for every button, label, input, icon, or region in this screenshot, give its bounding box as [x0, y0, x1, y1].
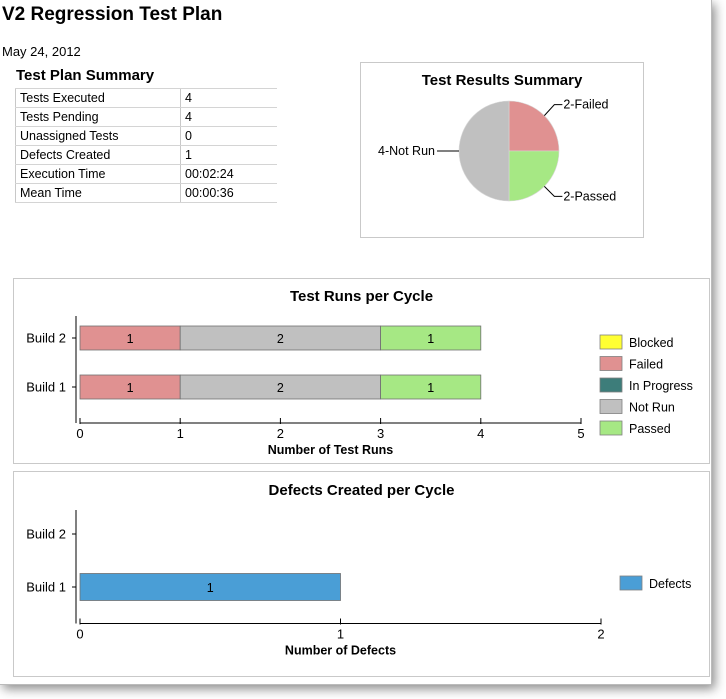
legend-swatch — [599, 420, 623, 436]
report-date: May 24, 2012 — [2, 44, 81, 59]
test-results-panel: Test Results Summary 2-Failed 2-Passed 4-N… — [360, 62, 644, 238]
pie-leader-line — [544, 186, 563, 197]
summary-value: 00:02:24 — [180, 164, 277, 184]
table-row: Mean Time 00:00:36 — [15, 183, 277, 203]
bar-value-label: 1 — [127, 332, 134, 346]
bar-segment-failed — [79, 325, 181, 351]
value-tick-label: 4 — [477, 426, 484, 441]
summary-heading: Test Plan Summary — [16, 67, 155, 84]
table-row: Execution Time 00:02:24 — [15, 164, 277, 184]
bar-segment-defects — [79, 573, 341, 601]
legend-swatch — [599, 399, 623, 414]
bar-value-label: 2 — [277, 381, 284, 395]
summary-label: Unassigned Tests — [15, 126, 181, 146]
bar-value-label: 1 — [427, 332, 434, 346]
summary-value: 0 — [180, 126, 277, 146]
category-label: Build 1 — [26, 580, 66, 595]
summary-value: 4 — [180, 88, 277, 108]
summary-label: Tests Executed — [15, 88, 181, 108]
summary-label: Execution Time — [15, 164, 181, 184]
defects-chart: Build 2 Build 1 0 1 2 Number of Defects 1 Defec… — [26, 510, 691, 658]
legend-swatch — [599, 356, 623, 371]
table-row: Tests Executed 4 — [15, 88, 277, 108]
defects-panel: Defects Created per Cycle Build 2 Build 1… — [13, 471, 710, 677]
value-tick-label: 2 — [597, 627, 604, 642]
legend-swatch — [599, 377, 623, 393]
bar-value-label: 2 — [277, 332, 284, 346]
bar-value-label: 1 — [207, 581, 214, 595]
x-axis-title: Number of Test Runs — [268, 443, 394, 457]
table-row: Defects Created 1 — [15, 145, 277, 165]
value-tick-label: 0 — [76, 627, 83, 642]
legend-label: Failed — [629, 358, 663, 372]
pie-slice-label: 2-Failed — [563, 98, 608, 112]
value-tick-label: 1 — [337, 627, 344, 642]
summary-label: Mean Time — [15, 183, 181, 203]
legend-label: Defects — [649, 577, 691, 591]
legend-swatch — [619, 575, 643, 591]
table-row: Tests Pending 4 — [15, 107, 277, 127]
pie-slice-not-run — [458, 100, 510, 202]
value-tick-label: 5 — [577, 426, 584, 441]
category-label: Build 1 — [26, 380, 66, 395]
bar-segment-passed — [380, 325, 482, 351]
pie-chart-title: Test Results Summary — [421, 72, 583, 89]
legend-label: Blocked — [629, 336, 674, 350]
legend-label: Not Run — [629, 401, 675, 415]
legend-label: In Progress — [629, 379, 693, 393]
value-tick-label: 2 — [277, 426, 284, 441]
defects-chart-title: Defects Created per Cycle — [268, 482, 455, 499]
bar-segment-failed — [79, 374, 181, 400]
x-axis-title: Number of Defects — [285, 644, 396, 658]
bar-segment-not-run — [179, 374, 381, 400]
bar-segment-passed — [380, 374, 482, 400]
legend-label: Passed — [629, 422, 671, 436]
runs-chart-title: Test Runs per Cycle — [289, 288, 434, 305]
table-row: Unassigned Tests 0 — [15, 126, 277, 146]
summary-value: 1 — [180, 145, 277, 165]
value-tick-label: 3 — [377, 426, 384, 441]
legend-swatch — [599, 334, 623, 350]
report-title: V2 Regression Test Plan — [2, 4, 223, 25]
test-runs-panel: Test Runs per Cycle Build 2 Build 1 0 1 2 3 4 5… — [13, 278, 710, 464]
pie-chart: 2-Failed 2-Passed 4-Not Run — [378, 98, 616, 204]
runs-chart: Build 2 Build 1 0 1 2 3 4 5 Number of Test Runs 1… — [26, 316, 693, 457]
summary-label: Tests Pending — [15, 107, 181, 127]
summary-label: Defects Created — [15, 145, 181, 165]
summary-value: 00:00:36 — [180, 183, 277, 203]
summary-value: 4 — [180, 107, 277, 127]
value-tick-label: 1 — [177, 426, 184, 441]
pie-slice-label: 4-Not Run — [378, 144, 435, 158]
bar-value-label: 1 — [127, 381, 134, 395]
summary-table: Tests Executed 4 Tests Pending 4 Unassigne… — [15, 88, 277, 203]
category-label: Build 2 — [26, 331, 66, 346]
bar-segment-not-run — [179, 325, 381, 351]
pie-slice-label: 2-Passed — [563, 189, 616, 203]
bar-value-label: 1 — [427, 381, 434, 395]
report-page: V2 Regression Test Plan May 24, 2012 Tes… — [0, 0, 712, 685]
category-label: Build 2 — [26, 527, 66, 542]
pie-leader-line — [543, 104, 563, 116]
value-tick-label: 0 — [76, 426, 83, 441]
